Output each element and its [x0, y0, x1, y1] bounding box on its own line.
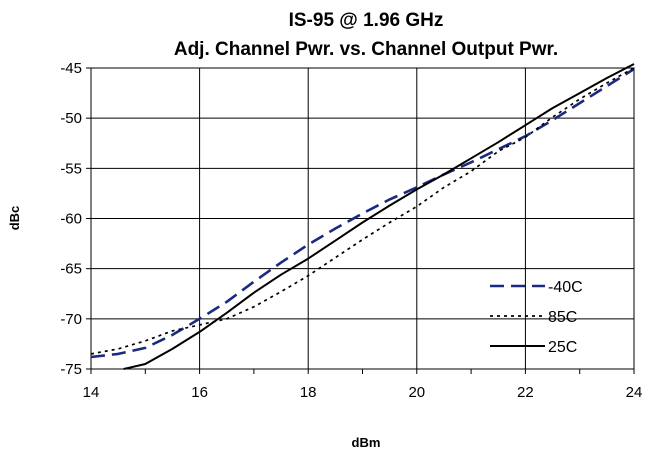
series-line-1	[90, 67, 635, 355]
y-tick-label: -70	[60, 311, 82, 328]
legend-entry-1: 85C	[548, 309, 577, 326]
y-tick-label: -55	[60, 160, 82, 177]
chart-title: IS-95 @ 1.96 GHz	[289, 10, 444, 31]
x-tick-label: 14	[83, 384, 100, 401]
x-axis-label: dBm	[352, 435, 381, 450]
x-tick-label: 24	[626, 384, 643, 401]
y-axis-label: dBc	[7, 206, 22, 231]
x-tick-label: 22	[517, 384, 534, 401]
x-tick-label: 16	[191, 384, 208, 401]
y-tick-label: -60	[60, 211, 82, 228]
y-tick-label: -45	[60, 60, 82, 77]
y-tick-label: -75	[60, 361, 82, 378]
legend-entry-0: -40C	[548, 279, 583, 296]
grid	[91, 68, 634, 369]
chart-subtitle: Adj. Channel Pwr. vs. Channel Output Pwr…	[174, 39, 558, 60]
x-tick-label: 18	[300, 384, 317, 401]
series-line-2	[123, 63, 635, 370]
x-tick-label: 20	[408, 384, 425, 401]
legend: -40C 85C 25C	[490, 279, 583, 356]
legend-entry-2: 25C	[548, 339, 577, 356]
y-tick-label: -50	[60, 110, 82, 127]
series-lines	[90, 63, 635, 370]
y-tick-label: -65	[60, 261, 82, 278]
